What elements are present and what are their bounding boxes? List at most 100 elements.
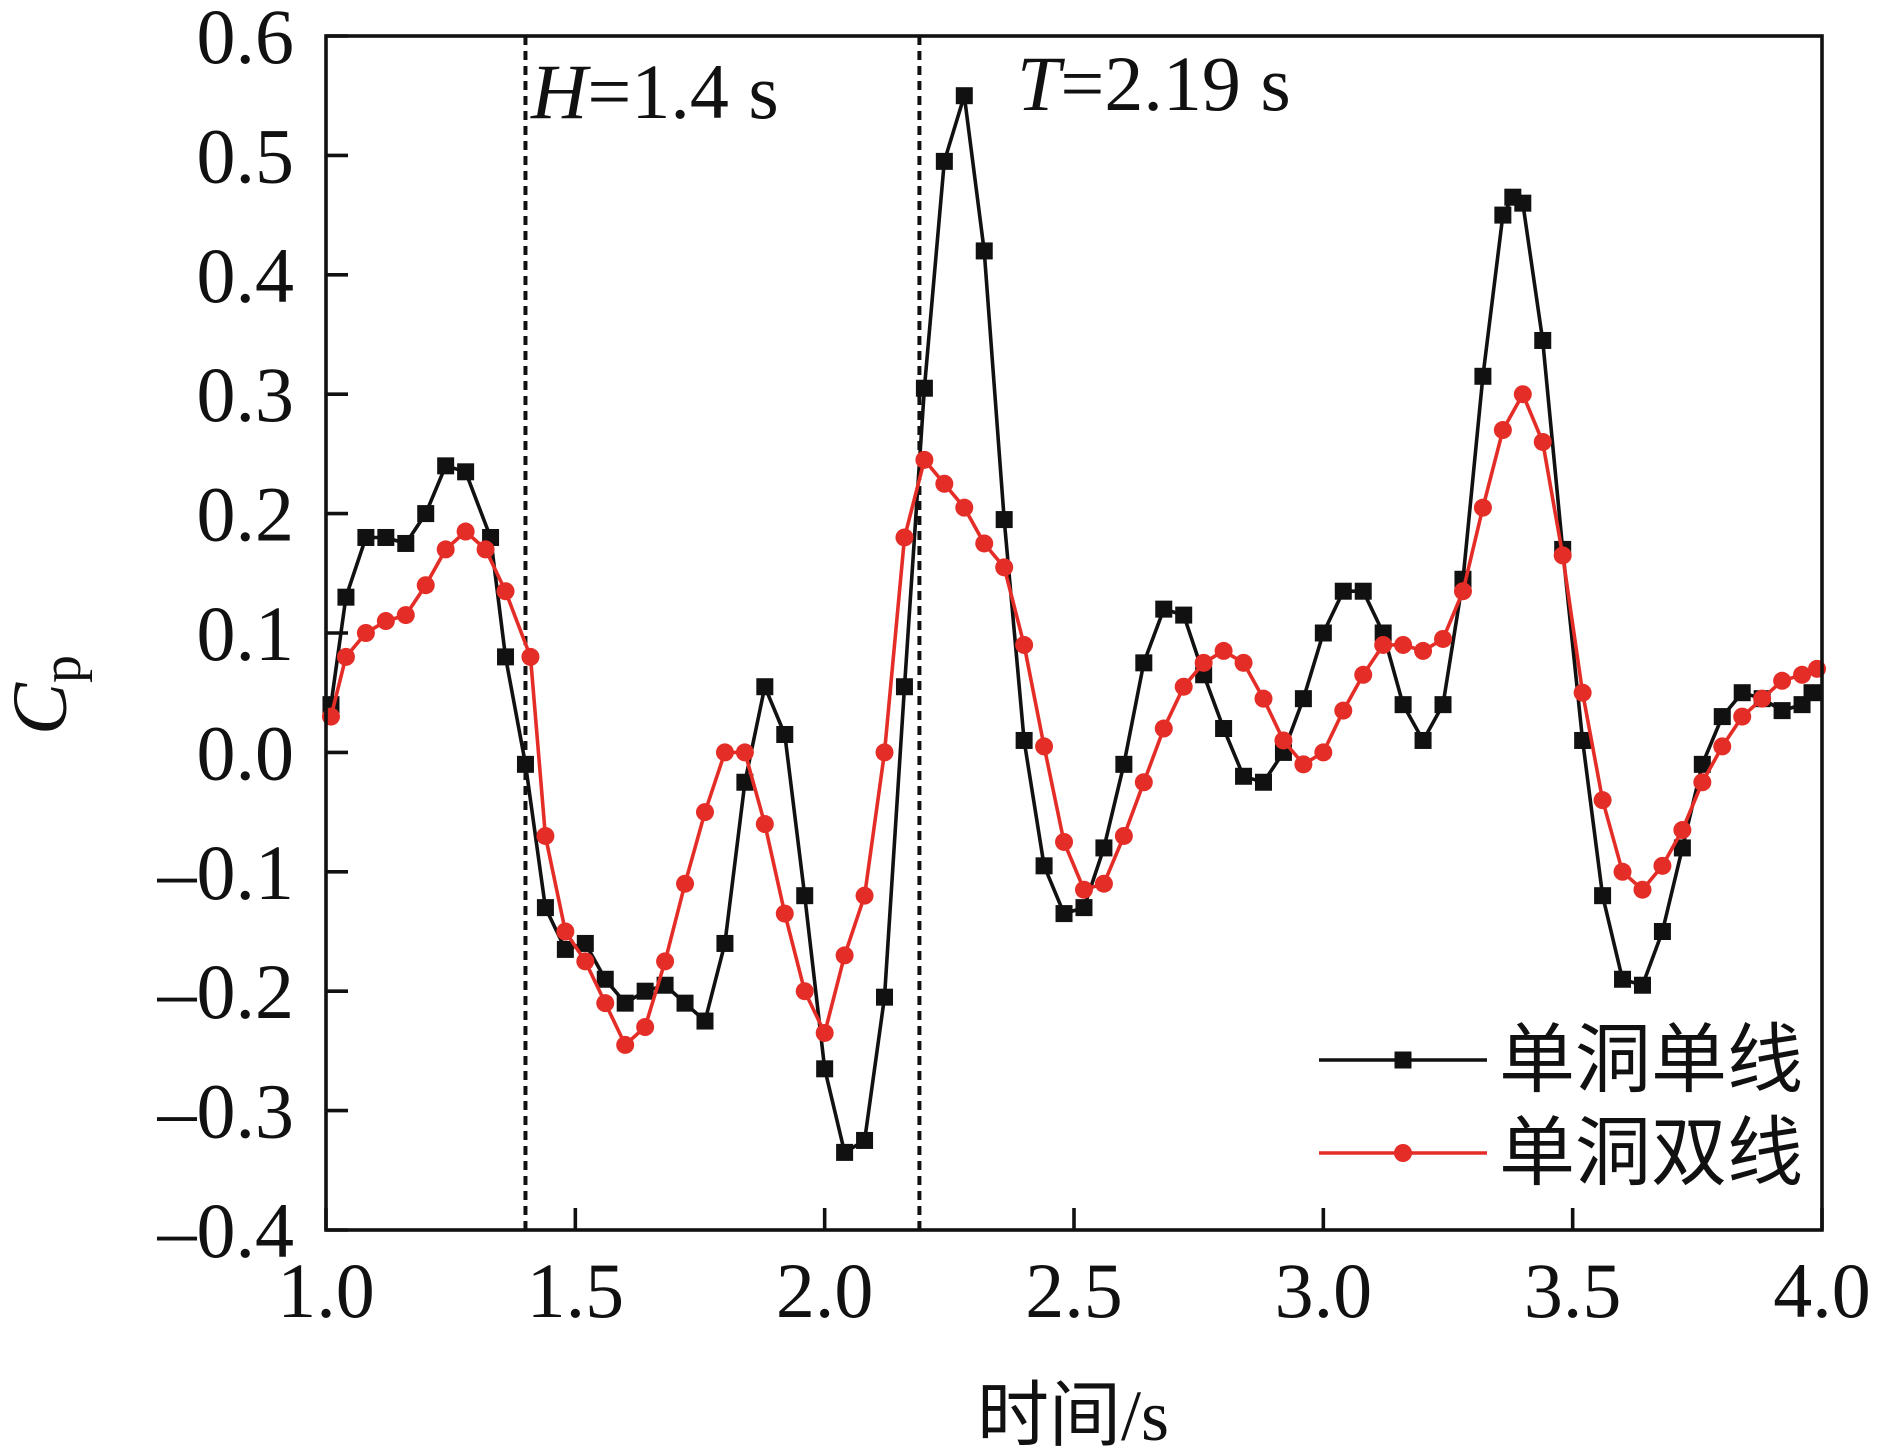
data-point <box>1673 839 1691 857</box>
data-point <box>1254 689 1273 708</box>
data-point <box>576 934 594 952</box>
series-layer <box>321 87 1827 1161</box>
data-point <box>1474 367 1492 385</box>
y-tick-label: 0.4 <box>197 232 295 319</box>
data-point <box>1055 905 1073 923</box>
data-point <box>1713 708 1731 726</box>
data-point <box>1134 773 1153 792</box>
data-point <box>1174 677 1193 696</box>
data-point <box>1095 839 1113 857</box>
data-point <box>676 874 695 893</box>
data-point <box>576 952 595 971</box>
data-point <box>1594 887 1612 905</box>
data-point <box>1673 821 1692 840</box>
data-point <box>676 994 694 1012</box>
series-2 <box>321 385 1827 1054</box>
data-point <box>1773 671 1792 690</box>
y-tick-label: 0.0 <box>197 709 295 796</box>
data-point <box>516 755 534 773</box>
data-point <box>835 946 854 965</box>
y-axis-label: Cp <box>0 655 93 735</box>
data-point <box>776 725 794 743</box>
data-point <box>1334 701 1353 720</box>
data-point <box>417 505 435 523</box>
data-point <box>1114 826 1133 845</box>
y-tick-label: 0.6 <box>197 0 295 80</box>
x-axis-label: 时间/s <box>977 1376 1169 1455</box>
data-point <box>895 528 914 547</box>
x-tick-label: 3.5 <box>1524 1247 1622 1334</box>
y-tick-label: –0.4 <box>157 1187 295 1274</box>
data-point <box>1653 856 1672 875</box>
legend-circle-marker <box>1394 1144 1412 1162</box>
data-point <box>556 922 575 941</box>
data-point <box>995 558 1014 577</box>
data-point <box>1473 498 1492 517</box>
data-point <box>736 773 754 791</box>
legend-label-series-2: 单洞双线 <box>1499 1112 1803 1196</box>
data-point <box>1633 976 1651 994</box>
data-point <box>836 1143 854 1161</box>
data-point <box>855 886 874 905</box>
data-point <box>1214 641 1233 660</box>
data-point <box>1614 970 1632 988</box>
data-point <box>1055 832 1074 851</box>
data-point <box>1354 665 1373 684</box>
data-point <box>955 498 974 517</box>
y-tick-label: 0.5 <box>197 112 295 199</box>
annotation-t-text: =2.19 s <box>1060 40 1290 127</box>
data-point <box>436 540 455 559</box>
data-point <box>716 934 734 952</box>
data-point <box>1753 689 1772 708</box>
data-point <box>795 982 814 1001</box>
data-point <box>476 540 495 559</box>
y-tick-label: –0.3 <box>157 1068 295 1155</box>
x-tick-label: 2.0 <box>776 1247 874 1334</box>
data-point <box>437 457 455 475</box>
data-point <box>1094 874 1113 893</box>
data-point <box>356 624 375 642</box>
data-point <box>536 826 555 845</box>
data-point <box>1374 635 1393 654</box>
data-point <box>357 528 375 546</box>
data-point <box>636 982 654 1000</box>
annotation-h-text: =1.4 s <box>587 48 778 135</box>
data-point <box>1015 635 1034 654</box>
plot-frame <box>324 34 1824 1232</box>
data-point <box>1354 582 1372 600</box>
data-point <box>775 904 794 923</box>
data-point <box>1513 385 1532 404</box>
x-tick-label: 3.0 <box>1275 1247 1373 1334</box>
data-point <box>1075 899 1093 917</box>
data-point <box>915 450 934 469</box>
data-point <box>1274 731 1293 750</box>
data-point <box>715 743 734 762</box>
data-point <box>1234 653 1253 672</box>
y-axis-label-main: C <box>0 682 83 735</box>
data-point <box>397 534 415 552</box>
data-point <box>1135 654 1153 672</box>
data-point <box>596 970 614 988</box>
data-point <box>1074 880 1093 899</box>
reference-lines <box>523 36 922 1230</box>
data-point <box>1733 684 1751 702</box>
data-point <box>1115 755 1133 773</box>
data-point <box>336 647 355 666</box>
data-point <box>1613 862 1632 881</box>
data-point <box>1035 737 1054 756</box>
legend-label-series-1: 单洞单线 <box>1499 1019 1803 1103</box>
data-point <box>1154 719 1173 738</box>
data-point <box>796 887 814 905</box>
data-point <box>1314 624 1332 642</box>
data-point <box>1733 707 1752 726</box>
y-tick-label: 0.1 <box>197 590 295 677</box>
data-point <box>816 1060 834 1078</box>
data-point <box>935 152 953 170</box>
legend: 单洞单线 单洞双线 <box>1319 1019 1803 1196</box>
x-tick-label: 1.5 <box>527 1247 625 1334</box>
data-point <box>1803 684 1821 702</box>
data-point <box>1235 767 1253 785</box>
data-point <box>955 87 973 105</box>
y-tick-label: –0.2 <box>157 948 295 1035</box>
data-point <box>1573 683 1592 702</box>
